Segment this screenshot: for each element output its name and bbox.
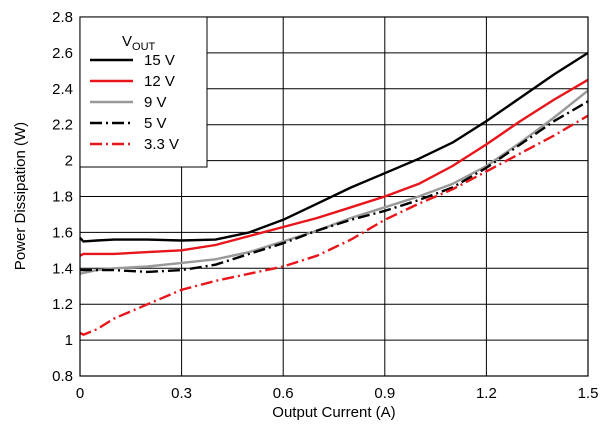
- series-line-5-v: [80, 100, 589, 274]
- legend-items: 15 V 12 V 9 V 5 V 3.3 V: [90, 52, 179, 153]
- legend-title-main: V: [122, 33, 132, 50]
- legend-label: 3.3 V: [144, 136, 179, 153]
- x-tick-label: 0.3: [171, 385, 192, 402]
- y-tick-label: 2.4: [52, 81, 73, 98]
- y-tick-label: 1.2: [52, 296, 73, 313]
- y-tick-label: 2: [65, 153, 73, 170]
- x-axis-title: Output Current (A): [272, 404, 395, 421]
- y-axis-title: Power Dissipation (W): [12, 122, 29, 270]
- y-tick-label: 1.8: [52, 189, 73, 206]
- legend-title-subscript: OUT: [132, 41, 156, 53]
- series-line-3-3-v: [79, 114, 589, 336]
- y-tick-labels: 0.8 1 1.2 1.4 1.6 1.8 2 2.2 2.4 2.6 2.8: [52, 9, 73, 385]
- x-tick-label: 0.6: [273, 385, 294, 402]
- x-tick-label: 0: [76, 385, 84, 402]
- legend-title: VOUT: [122, 33, 156, 53]
- y-tick-label: 1.4: [52, 260, 73, 277]
- y-tick-label: 2.8: [52, 9, 73, 26]
- legend-box: [79, 16, 208, 168]
- data-series: [79, 51, 589, 336]
- legend-label: 15 V: [144, 52, 175, 69]
- y-tick-label: 2.2: [52, 117, 73, 134]
- series-line-15-v: [79, 51, 589, 243]
- x-tick-label: 0.9: [374, 385, 395, 402]
- x-tick-labels: 0 0.3 0.6 0.9 1.2 1.5: [76, 385, 599, 402]
- y-tick-label: 2.6: [52, 45, 73, 62]
- y-tick-label: 1: [65, 332, 73, 349]
- legend-label: 12 V: [144, 73, 175, 90]
- x-tick-label: 1.2: [476, 385, 497, 402]
- plot-frame: [79, 16, 589, 377]
- x-tick-label: 1.5: [578, 385, 599, 402]
- legend-label: 9 V: [144, 94, 167, 111]
- series-line-12-v: [79, 78, 589, 257]
- y-tick-label: 0.8: [52, 368, 73, 385]
- legend-label: 5 V: [144, 115, 167, 132]
- y-tick-label: 1.6: [52, 224, 73, 241]
- legend: VOUT 15 V 12 V 9 V 5 V 3.3 V: [79, 16, 208, 168]
